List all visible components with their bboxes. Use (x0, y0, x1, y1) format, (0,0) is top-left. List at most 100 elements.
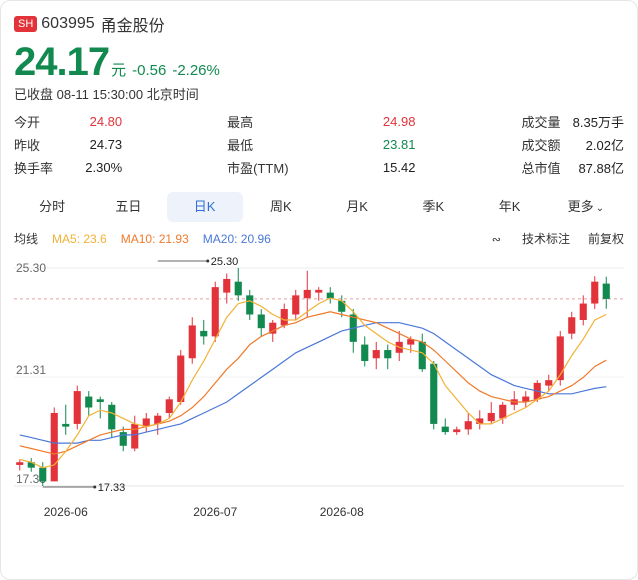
candle-body (326, 292, 334, 299)
candle-body (430, 363, 438, 424)
candle-body (591, 281, 599, 304)
candle-body (62, 423, 70, 427)
stats-row: 今开 24.80 最高 24.98 成交量 8.35万手 (14, 110, 624, 133)
ma10-line (19, 311, 607, 455)
max-label-dot (206, 259, 210, 263)
candle-body (361, 344, 369, 361)
stock-name: 甬金股份 (100, 18, 165, 35)
tab-quarterly-k[interactable]: 季K (422, 199, 445, 214)
tech-annotation-button[interactable]: ∾ 技术标注 (474, 230, 570, 247)
tab-more[interactable]: 更多 ⌄ (548, 192, 624, 222)
tab-daily-k[interactable]: 日K (166, 192, 243, 222)
stats-grid: 今开 24.80 最高 24.98 成交量 8.35万手 昨收 24.73 最低 23.8… (14, 110, 624, 179)
stats-row: 昨收 24.73 最低 23.81 成交额 2.02亿 (14, 133, 624, 156)
stat-label: 昨收 (14, 138, 41, 153)
candle-body (579, 303, 587, 320)
stats-row: 换手率 2.30% 市盈(TTM) 15.42 总市值 87.88亿 (14, 156, 624, 179)
y-tick-label: 17.33 (16, 472, 46, 486)
stat-value: 24.80 (89, 114, 123, 129)
candle-body (211, 287, 219, 337)
ma20-legend: MA20: 20.96 (202, 231, 271, 246)
candle-body (338, 300, 346, 312)
adjust-toggle[interactable]: 前复权 (587, 232, 624, 246)
tech-label: 技术标注 (521, 232, 570, 246)
candle-body (303, 289, 311, 299)
stat-low: 最低 23.81 (227, 135, 415, 154)
candle-body (556, 336, 564, 381)
candle-body (27, 462, 35, 468)
candle-body (50, 412, 58, 482)
candle-body (384, 350, 392, 359)
stat-label: 成交额 (521, 138, 561, 153)
candle-body (315, 289, 323, 293)
candle-body (188, 325, 196, 359)
candle-body (545, 380, 553, 386)
stat-value: 15.42 (382, 160, 416, 175)
candle-body (96, 399, 104, 403)
y-tick-label: 21.31 (16, 363, 46, 377)
stat-volume: 成交量 8.35万手 (521, 112, 624, 131)
candle-body (142, 418, 150, 427)
market-badge: SH (14, 16, 38, 32)
chart-tools: ∾ 技术标注 前复权 (456, 230, 624, 247)
tab-monthly-k[interactable]: 月K (346, 199, 368, 214)
candle-body (257, 314, 265, 329)
candle-body (108, 404, 116, 430)
candle-body (418, 341, 426, 370)
stat-label: 成交量 (521, 115, 561, 130)
candle-body (131, 423, 139, 449)
min-price-label: 17.33 (98, 482, 126, 494)
candle-body (73, 391, 81, 424)
ma20-line (19, 322, 607, 444)
candle-body (407, 339, 415, 345)
candle-body (234, 281, 242, 296)
price-row: 24.17 元 -0.56 -2.26% (14, 40, 220, 85)
tech-icon: ∾ (491, 234, 501, 246)
x-tick-label: 2026-06 (44, 505, 88, 519)
tab-weekly-k[interactable]: 周K (270, 199, 292, 214)
tab-intraday[interactable]: 分时 (39, 199, 66, 214)
stat-value: 87.88亿 (578, 161, 624, 176)
candle-body (292, 295, 300, 315)
stat-high: 最高 24.98 (227, 112, 415, 131)
stat-value: 24.98 (382, 114, 416, 129)
min-label-dot (93, 485, 97, 489)
candle-body (372, 350, 380, 359)
ma-legend: 均线 MA5: 23.6 MA10: 21.93 MA20: 20.96 ∾ 技术… (14, 230, 624, 247)
stat-prev-close: 昨收 24.73 (14, 135, 122, 154)
tab-five-day[interactable]: 五日 (115, 199, 142, 214)
y-tick-label: 25.30 (16, 261, 46, 275)
x-tick-label: 2026-08 (320, 505, 364, 519)
tab-yearly-k[interactable]: 年K (498, 199, 521, 214)
more-label: 更多 (567, 199, 594, 214)
stat-value: 2.02亿 (585, 138, 624, 153)
price-change-pct: -2.26% (172, 62, 220, 79)
candle-body (119, 432, 127, 446)
candle-body (522, 396, 530, 403)
stat-label: 换手率 (14, 161, 54, 176)
candle-body (568, 317, 576, 334)
stat-label: 最低 (227, 138, 254, 153)
stat-pe: 市盈(TTM) 15.42 (227, 158, 415, 177)
candle-body (487, 412, 495, 422)
ma5-legend: MA5: 23.6 (52, 231, 107, 246)
stat-turnover-rate: 换手率 2.30% (14, 158, 122, 177)
candle-body (269, 322, 277, 334)
candle-body (200, 330, 208, 337)
candle-body (177, 355, 185, 403)
candle-body (602, 283, 610, 299)
candle-body (223, 278, 231, 293)
candle-body (246, 295, 254, 315)
stat-label: 今开 (14, 115, 41, 130)
candle-body (154, 415, 162, 424)
stock-code: 603995 (41, 15, 95, 32)
chevron-down-icon: ⌄ (595, 203, 605, 214)
stat-open: 今开 24.80 (14, 112, 122, 131)
stat-market-cap: 总市值 87.88亿 (521, 158, 624, 177)
stat-value: 8.35万手 (572, 115, 624, 130)
ma5-line (19, 297, 607, 469)
ma-label: 均线 (14, 232, 39, 246)
last-price: 24.17 (14, 40, 110, 84)
candle-body (499, 404, 507, 419)
